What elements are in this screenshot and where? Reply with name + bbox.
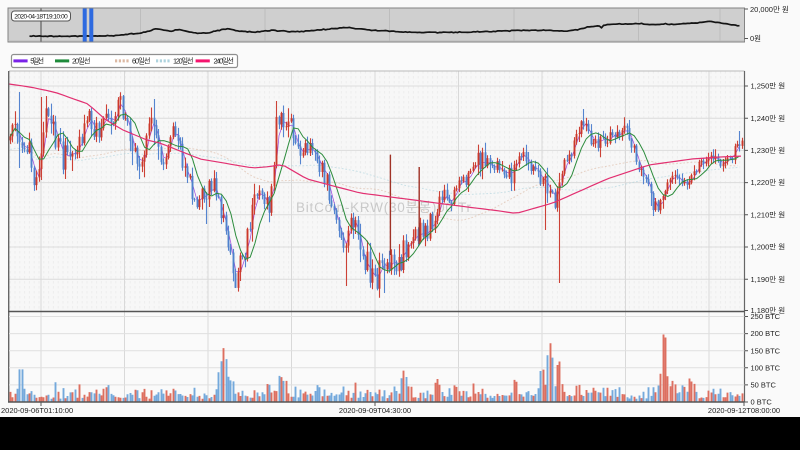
svg-text:1,220만 원: 1,220만 원 [751,178,786,187]
svg-text:2020-04-18T19:10:00: 2020-04-18T19:10:00 [14,13,68,20]
svg-text:0원: 0원 [750,34,761,43]
svg-text:2020-09-09T04:30:00: 2020-09-09T04:30:00 [339,406,411,415]
svg-text:1,200만 원: 1,200만 원 [751,243,786,252]
svg-text:150 BTC: 150 BTC [751,346,781,355]
svg-text:60일선: 60일선 [132,57,151,66]
svg-text:20,000만 원: 20,000만 원 [750,5,789,14]
svg-text:250 BTC: 250 BTC [751,312,781,321]
svg-text:0 BTC: 0 BTC [751,398,773,407]
svg-text:2020-09-12T08:00:00: 2020-09-12T08:00:00 [708,406,780,415]
svg-text:100 BTC: 100 BTC [751,363,781,372]
svg-text:2020-09-06T01:10:00: 2020-09-06T01:10:00 [1,406,73,415]
svg-text:1,190만 원: 1,190만 원 [751,275,786,284]
svg-text:20일선: 20일선 [72,57,91,66]
svg-text:BitCoin-KRW(30분봉)00 Tr: BitCoin-KRW(30분봉)00 Tr [296,200,472,215]
svg-text:200 BTC: 200 BTC [751,329,781,338]
svg-text:1,180만 원: 1,180만 원 [751,306,786,315]
svg-text:1,210만 원: 1,210만 원 [751,210,786,219]
svg-text:240일선: 240일선 [214,57,235,66]
svg-text:120일선: 120일선 [173,57,194,66]
svg-text:1,250만 원: 1,250만 원 [751,82,786,91]
svg-text:1,240만 원: 1,240만 원 [751,114,786,123]
svg-text:50 BTC: 50 BTC [751,381,777,390]
svg-text:5일선: 5일선 [30,57,44,66]
svg-text:1,230만 원: 1,230만 원 [751,146,786,155]
